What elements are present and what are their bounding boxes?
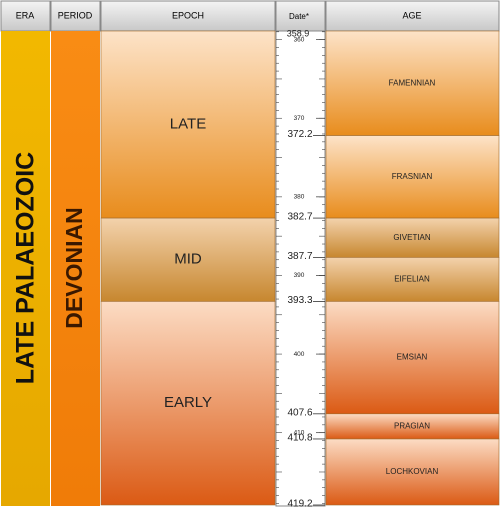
header-cell — [0, 0, 51, 32]
tick-label: 410 — [294, 429, 305, 436]
era-block — [1, 31, 50, 506]
age-label: EIFELIAN — [394, 275, 430, 284]
age-block — [325, 438, 500, 506]
header-label: AGE — [402, 10, 421, 20]
epoch-block — [100, 217, 276, 302]
boundary-label: 410.8 — [287, 433, 312, 444]
era-label: LATE PALAEOZOIC — [12, 152, 40, 384]
age-label: FAMENNIAN — [389, 78, 436, 87]
boundary-label: 407.6 — [287, 407, 312, 418]
period-label: DEVONIAN — [61, 207, 87, 328]
header: ERA PERIOD EPOCH Date* AGE — [0, 0, 500, 32]
header-label: EPOCH — [172, 10, 204, 20]
tick-label: 380 — [294, 194, 305, 201]
tick-label: 390 — [294, 272, 305, 279]
tick-label: 370 — [294, 115, 305, 122]
tick-label: 360 — [294, 36, 305, 43]
age-label: FRASNIAN — [392, 172, 433, 181]
boundary-label: 393.3 — [287, 295, 312, 306]
boundary-label: 382.7 — [287, 212, 312, 223]
boundary-label: 387.7 — [287, 251, 312, 262]
epoch-block — [100, 30, 276, 219]
age-block — [325, 257, 500, 302]
header-label: ERA — [16, 10, 35, 20]
boundary-label: 372.2 — [287, 129, 312, 140]
period-block — [51, 31, 100, 506]
header-label: Date* — [289, 12, 309, 21]
epoch-label: MID — [174, 251, 202, 268]
age-block — [325, 135, 500, 219]
age-label: EMSIAN — [397, 353, 428, 362]
header-cell — [50, 0, 101, 32]
age-block — [325, 30, 500, 136]
age-label: LOCHKOVIAN — [386, 467, 439, 476]
header-label: PERIOD — [58, 10, 93, 20]
age-label: PRAGIAN — [394, 422, 430, 431]
dynamic: LATE MID EARLY FAMENNIAN 372.2 FRASNIAN 382.7 G… — [100, 28, 500, 510]
boundary-label: 419.2 — [287, 499, 312, 510]
age-block — [325, 217, 500, 258]
tick-label: 400 — [294, 351, 305, 358]
age-block — [325, 413, 500, 440]
boundary-label: 358.9 — [287, 28, 310, 38]
epoch-block — [100, 301, 276, 506]
header-cell — [100, 0, 276, 32]
age-block — [325, 301, 500, 415]
epoch-label: EARLY — [164, 394, 212, 411]
age-label: GIVETIAN — [393, 233, 431, 242]
epoch-label: LATE — [170, 116, 206, 133]
date-column — [275, 30, 326, 507]
